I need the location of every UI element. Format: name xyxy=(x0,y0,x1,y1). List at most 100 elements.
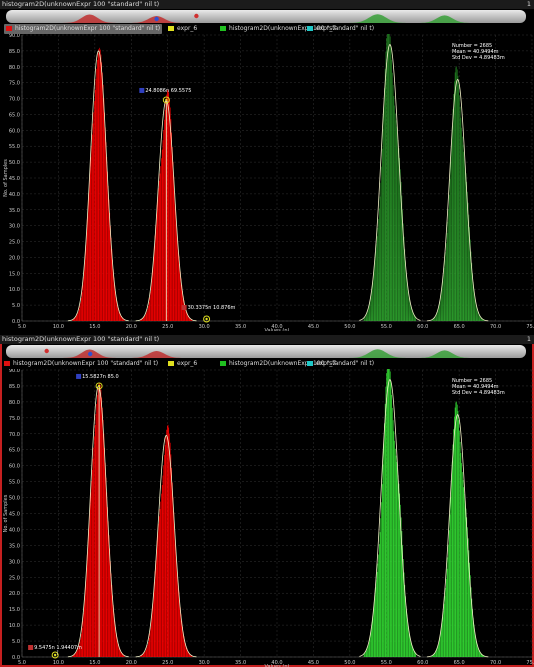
histogram-bar xyxy=(151,276,153,321)
histogram-bar xyxy=(413,313,414,321)
histogram-bar xyxy=(366,313,368,321)
histogram-bar xyxy=(170,119,172,322)
histogram-bar xyxy=(383,443,384,657)
histogram-bar xyxy=(397,475,399,657)
histogram-bar xyxy=(153,246,155,321)
histogram-bar xyxy=(470,239,471,321)
histogram-bar xyxy=(395,113,396,321)
histogram-bar xyxy=(412,647,414,657)
histogram-bar xyxy=(371,286,373,321)
histogram-bar xyxy=(447,221,449,321)
legend-item[interactable]: histogram2D(unknownExpr 100 "standard" n… xyxy=(4,359,158,369)
marker-badge xyxy=(139,87,145,93)
histogram-bar xyxy=(459,441,461,657)
histogram-bar xyxy=(392,407,393,657)
histogram-bar xyxy=(81,628,83,657)
histogram-bar xyxy=(432,654,434,657)
histogram-bar xyxy=(86,568,87,657)
histogram-bar xyxy=(380,518,382,657)
legend-item[interactable]: expr_6 xyxy=(168,359,197,369)
histogram-bar xyxy=(471,598,473,657)
histogram-bar xyxy=(158,180,160,321)
histogram-bar xyxy=(404,249,406,321)
histogram-bar xyxy=(413,650,415,657)
histogram-bar xyxy=(407,621,409,657)
histogram-bar xyxy=(387,34,389,321)
histogram-bar xyxy=(81,292,83,321)
marker-dot xyxy=(165,98,168,102)
legend-item[interactable]: expr_7 xyxy=(307,24,336,34)
histogram-bar xyxy=(145,649,147,657)
histogram-bar xyxy=(454,72,456,321)
histogram-bar xyxy=(483,655,484,657)
histogram-bar xyxy=(172,482,173,657)
overview-scrollbar[interactable] xyxy=(6,10,526,23)
histogram-bar xyxy=(121,651,122,657)
overview-marker[interactable] xyxy=(44,348,49,354)
marker-dot xyxy=(205,317,208,321)
histogram-bar xyxy=(120,650,121,657)
x-tick-label: 15.0 xyxy=(89,660,100,666)
histogram-bar xyxy=(94,89,96,321)
histogram-bar xyxy=(113,605,114,657)
legend-item[interactable]: histogram2D(unknownExpr 100 "standard" n… xyxy=(4,24,163,34)
histogram-bar xyxy=(166,425,168,657)
histogram-panel-2[interactable]: histogram2D(unknownExpr 100 "standard" n… xyxy=(0,335,534,667)
y-tick-label: 90.0 xyxy=(9,34,20,39)
histogram-bar xyxy=(114,621,116,657)
histogram-bar xyxy=(78,647,79,657)
legend-item[interactable]: histogram2D(unknownExpr 100 "standard" n… xyxy=(220,24,374,34)
legend-item[interactable]: expr_7 xyxy=(307,359,336,369)
legend-label: expr_6 xyxy=(177,360,198,367)
overview-marker[interactable] xyxy=(88,351,93,357)
histogram-bar xyxy=(395,120,397,321)
histogram-chart[interactable]: 0.05.010.015.020.025.030.035.040.045.050… xyxy=(0,369,534,667)
histogram-bar xyxy=(450,497,452,657)
histogram-bar xyxy=(174,190,175,321)
histogram-bar xyxy=(73,654,75,657)
histogram-bar xyxy=(395,455,397,657)
marker-point[interactable] xyxy=(203,315,211,323)
histogram-bar xyxy=(440,633,441,657)
marker-badge xyxy=(28,645,34,650)
legend-label: expr_6 xyxy=(177,25,198,32)
histogram-bar xyxy=(456,404,458,657)
histogram-bar xyxy=(85,580,87,657)
marker-point[interactable] xyxy=(51,651,59,659)
histogram-bar xyxy=(400,169,401,321)
histogram-bar xyxy=(107,507,108,657)
pin-label[interactable]: 1 xyxy=(526,335,531,343)
histogram-bar xyxy=(378,554,379,657)
y-tick-label: 75.0 xyxy=(9,81,20,87)
histogram-bar xyxy=(413,649,414,657)
histogram-bar xyxy=(435,652,436,657)
histogram-bar xyxy=(373,273,374,321)
pin-label[interactable]: 1 xyxy=(526,0,531,8)
histogram-bar xyxy=(373,266,375,321)
legend-item[interactable]: expr_6 xyxy=(168,24,197,34)
histogram-bar xyxy=(164,109,166,321)
histogram-bar xyxy=(440,297,441,321)
window-title-text: histogram2D(unknownExpr 100 "standard" n… xyxy=(2,335,160,343)
legend-item[interactable]: histogram2D(unknownExpr 100 "standard" n… xyxy=(220,359,374,369)
x-tick-label: 75.0 xyxy=(526,660,534,666)
legend-label: expr_7 xyxy=(316,360,337,367)
histogram-bar xyxy=(367,311,368,321)
histogram-bar xyxy=(368,644,369,657)
overview-scrollbar[interactable] xyxy=(6,345,526,358)
histogram-bar xyxy=(469,227,470,321)
marker-point[interactable] xyxy=(95,382,103,390)
y-tick-label: 25.0 xyxy=(9,575,20,581)
histogram-bar xyxy=(374,594,376,657)
marker-point[interactable] xyxy=(162,96,170,104)
histogram-chart[interactable]: 0.05.010.015.020.025.030.035.040.045.050… xyxy=(0,34,534,331)
histogram-panel-1[interactable]: histogram2D(unknownExpr 100 "standard" n… xyxy=(0,0,534,331)
histogram-bar xyxy=(473,625,475,657)
histogram-bar xyxy=(158,523,159,657)
overview-marker[interactable] xyxy=(154,16,159,22)
histogram-bar xyxy=(408,632,410,657)
histogram-bar xyxy=(118,310,120,321)
histogram-bar xyxy=(92,123,94,321)
histogram-bar xyxy=(112,259,113,321)
overview-marker[interactable] xyxy=(194,13,199,19)
